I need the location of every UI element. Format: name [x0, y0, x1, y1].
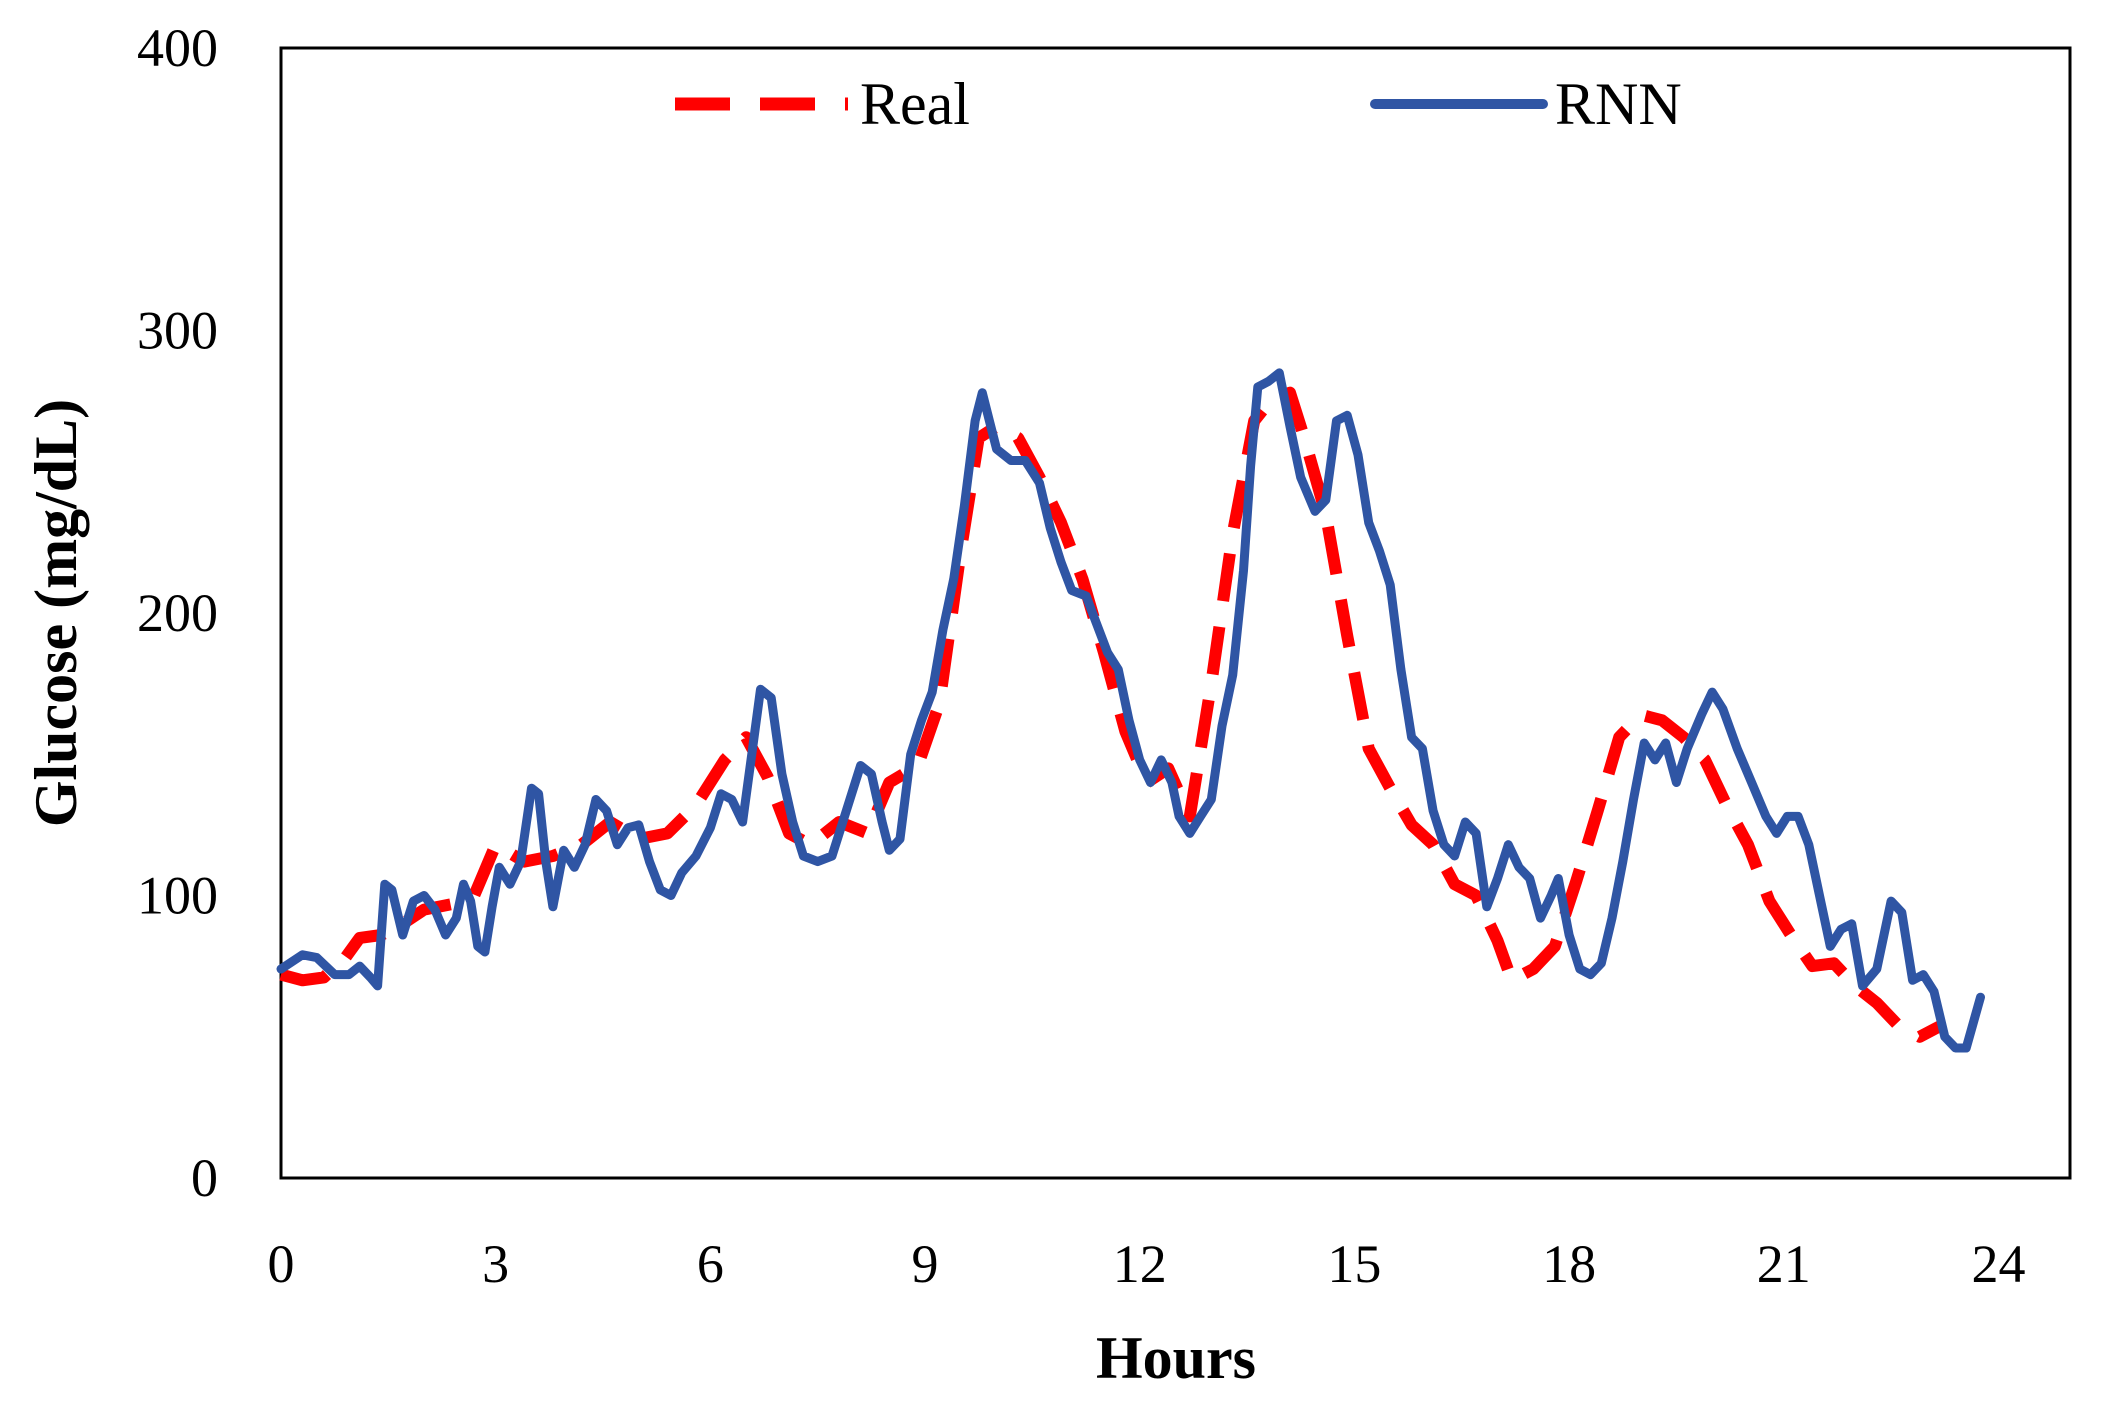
y-tick-label: 100 [137, 866, 218, 926]
x-tick-label: 15 [1327, 1234, 1381, 1294]
x-tick-label: 0 [268, 1234, 295, 1294]
x-tick-labels: 0 3 6 9 12 15 18 21 24 [268, 1234, 2026, 1294]
x-tick-label: 9 [912, 1234, 939, 1294]
plot-frame [279, 46, 2072, 1180]
x-axis-title: Hours [1096, 1325, 1256, 1391]
x-tick-label: 3 [482, 1234, 509, 1294]
series-line-real [279, 386, 1944, 1043]
x-tick-label: 18 [1542, 1234, 1596, 1294]
series-line-rnn [276, 368, 1985, 1053]
y-tick-label: 300 [137, 301, 218, 361]
x-tick-label: 6 [697, 1234, 724, 1294]
series-lines [276, 368, 1985, 1053]
x-tick-label: 12 [1113, 1234, 1167, 1294]
legend-label-rnn: RNN [1555, 71, 1682, 137]
y-tick-labels: 0 100 200 300 400 [137, 18, 218, 1208]
x-tick-label: 21 [1757, 1234, 1811, 1294]
x-tick-label: 24 [1971, 1234, 2025, 1294]
y-tick-label: 200 [137, 583, 218, 643]
y-tick-label: 400 [137, 18, 218, 78]
y-tick-label: 0 [191, 1148, 218, 1208]
legend-label-real: Real [860, 71, 970, 137]
legend: Real RNN [675, 71, 1682, 137]
y-axis-title: Glucose (mg/dL) [23, 399, 89, 827]
